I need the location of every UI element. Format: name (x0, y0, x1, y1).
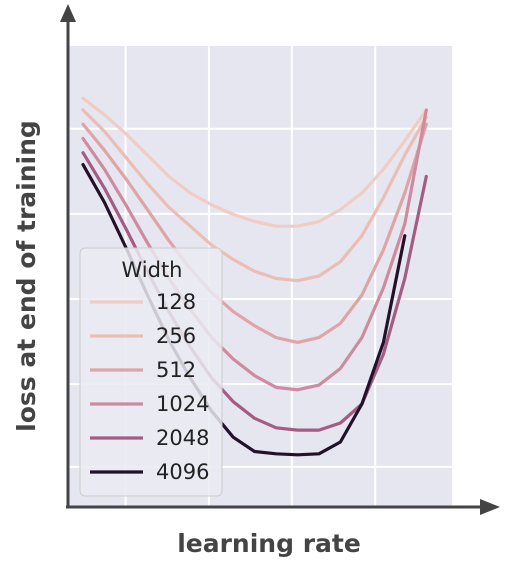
legend-label-256: 256 (156, 324, 196, 348)
legend-label-128: 128 (156, 290, 196, 314)
legend-label-1024: 1024 (156, 392, 209, 416)
legend-title: Width (121, 258, 182, 282)
legend-label-2048: 2048 (156, 426, 209, 450)
legend-box (79, 247, 223, 497)
legend: Width 128 256 512 1024 2048 4096 (79, 247, 223, 497)
series-line-512 (81, 122, 428, 344)
series-line-128 (81, 96, 428, 228)
y-axis-arrowhead (60, 4, 76, 22)
x-axis-title: learning rate (177, 529, 361, 558)
y-axis-title: loss at end of training (12, 120, 41, 432)
x-axis-arrowhead (480, 499, 500, 515)
legend-label-4096: 4096 (156, 460, 209, 484)
series-line-256 (81, 108, 428, 283)
series-line-1024 (81, 108, 428, 392)
legend-items: 128 256 512 1024 2048 4096 (90, 290, 209, 484)
legend-label-512: 512 (156, 358, 196, 382)
